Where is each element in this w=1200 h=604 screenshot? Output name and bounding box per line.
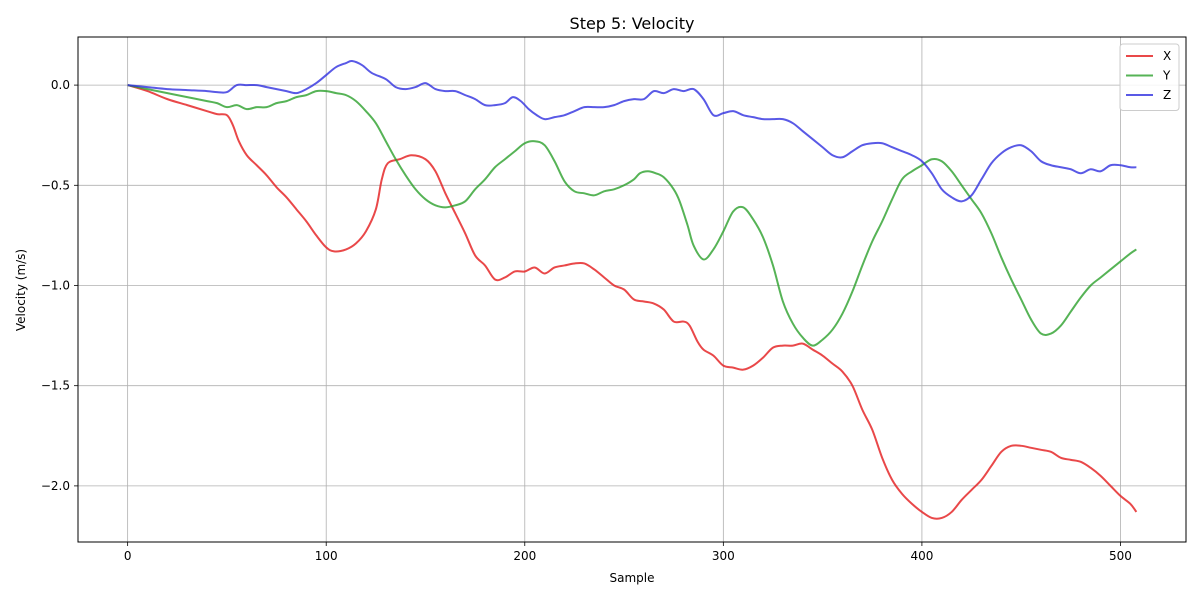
y-tick-label: −0.5 (41, 178, 70, 192)
x-tick-label: 500 (1109, 549, 1132, 563)
series-line-y (127, 84, 1137, 347)
y-tick-label: −1.0 (41, 278, 70, 292)
x-tick-label: 300 (712, 549, 735, 563)
plot-frame (77, 36, 1187, 543)
legend-label-z: Z (1163, 88, 1171, 102)
x-tick-label: 400 (910, 549, 933, 563)
chart-title: Step 5: Velocity (570, 14, 695, 33)
y-axis-label: Velocity (m/s) (14, 249, 28, 331)
series-line-z (127, 59, 1137, 203)
x-tick-label: 100 (315, 549, 338, 563)
series-layer (127, 59, 1138, 520)
y-tick-label: 0.0 (51, 78, 70, 92)
x-axis-label: Sample (610, 571, 655, 585)
legend-label-x: X (1163, 49, 1171, 63)
series-line-x (127, 84, 1138, 520)
tick-layer: 0 100 200 300 400 500 0.0 −0.5 −1.0 −1.5 −2.0 (41, 78, 1132, 563)
y-tick-label: −2.0 (41, 479, 70, 493)
legend-box (1119, 43, 1180, 111)
legend-label-y: Y (1162, 69, 1171, 83)
y-tick-label: −1.5 (41, 379, 70, 393)
grid-layer (78, 37, 1186, 542)
x-tick-label: 0 (124, 549, 132, 563)
legend: XYZ (1119, 43, 1180, 111)
x-tick-label: 200 (513, 549, 536, 563)
